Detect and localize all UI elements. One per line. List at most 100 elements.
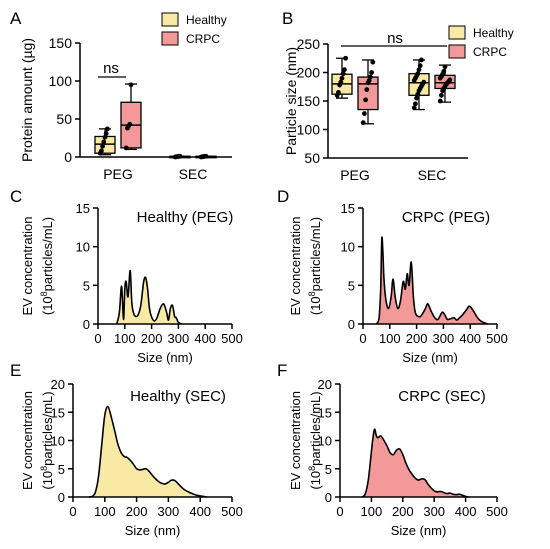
x-axis-label: Size (nm) [137,350,193,365]
y-label-exponent: 8 [39,466,49,471]
panel-title: CRPC (SEC) [398,388,486,405]
panel-A-letter: A [10,9,22,28]
x-tick-label: 0 [359,331,366,346]
y-tick-label: 10 [76,240,90,255]
panel-B-letter: B [282,9,293,28]
data-point [123,145,129,151]
y-tick-label: 15 [341,201,355,216]
x-tick-label: 0 [94,331,101,346]
panel-E: E 0 100 200 300 400 500 0 5 10 15 20 Size (nm) Health… [10,361,243,538]
panel-C: C 0 100 200 300 400 500 0 5 10 15 Size (nm) Healthy … [10,187,243,365]
data-point [100,143,105,149]
box-crpc-sec [434,64,456,104]
y-label-base: (10 [40,471,55,490]
distribution-area [376,237,488,324]
x-tick-label: 200 [141,331,163,346]
y-label-exponent: 8 [307,466,317,471]
y-label-unit: particles/mL) [40,217,55,291]
distribution-line [361,428,469,498]
y-tick-label: 15 [318,405,332,420]
x-tick-label: 100 [361,504,383,519]
data-point [421,79,427,85]
significance-label: ns [387,30,403,47]
x-tick-label: PEG [103,166,133,182]
x-tick-label: 500 [221,331,243,346]
x-tick-label: SEC [179,166,208,182]
y-tick-label: 15 [76,201,90,216]
legend-label-healthy: Healthy [186,13,227,27]
box-healthy-sec [169,153,191,160]
data-point [343,55,348,61]
x-tick-label: 400 [455,504,477,519]
y-tick-label: 0 [325,490,332,505]
data-point [127,121,133,127]
data-point [414,95,419,101]
y-tick-label: 15 [51,405,65,420]
panel-D: D 0 100 200 300 400 500 0 5 10 15 Size (nm) CRPC (PE… [277,187,508,365]
legend-label-healthy: Healthy [473,26,514,40]
y-axis-label-line1: EV concentration [20,216,35,315]
x-tick-label: SEC [418,167,447,183]
y-tick-label: 150 [297,93,321,109]
data-point [437,98,443,104]
y-label-unit: particles/mL) [308,217,323,291]
legend-swatch-crpc [448,44,466,59]
data-point [105,126,110,132]
box-crpc-peg [357,59,379,126]
legend-swatch-crpc [161,31,179,46]
y-label-unit: particles/mL) [308,391,323,465]
y-axis-label: Protein amount (µg) [19,38,35,162]
data-point [360,120,366,126]
box-healthy-peg [94,126,116,156]
x-tick-label: PEG [340,167,370,183]
panel-F: F 0 100 200 300 400 500 0 5 10 15 20 Size (nm) CRPC (… [277,361,508,538]
distribution-area [116,270,182,324]
data-point [128,82,134,88]
data-point [336,90,341,95]
x-tick-label: 100 [94,504,116,519]
x-tick-label: 500 [221,504,243,519]
y-axis-label-line2: (108particles/mL) [39,391,55,489]
data-point [339,75,345,81]
data-point [102,134,108,140]
significance-label: ns [103,60,119,77]
data-point [342,67,347,73]
y-tick-label: 20 [318,377,332,392]
panel-A: A 0 50 100 150 PEG SEC Protein amount (µg) ns Hea… [10,9,232,182]
x-tick-label: 200 [392,504,414,519]
y-tick-label: 100 [49,73,73,89]
y-tick-label: 10 [51,434,65,449]
y-tick-label: 50 [304,150,320,166]
distribution-area [88,406,207,497]
x-tick-label: 500 [486,331,508,346]
y-label-exponent: 8 [307,291,317,296]
y-axis-label-line1: EV concentration [20,391,35,490]
x-tick-label: 100 [379,331,401,346]
x-tick-label: 300 [168,331,190,346]
data-point [447,77,453,83]
data-point [411,105,417,111]
panel-D-letter: D [277,187,289,206]
box-healthy-peg [331,55,353,99]
x-tick-label: 100 [114,331,136,346]
x-tick-label: 400 [459,331,481,346]
data-point [368,74,373,80]
x-tick-label: 300 [158,504,180,519]
data-point [416,67,422,73]
y-axis-label-line2: (108particles/mL) [307,391,323,489]
y-tick-label: 5 [83,278,90,293]
box-crpc-peg [120,82,142,151]
y-label-base: (10 [308,296,323,315]
data-point [362,111,367,116]
panel-C-letter: C [10,187,22,206]
distribution-line [115,269,182,325]
data-point [103,131,109,136]
y-tick-label: 0 [83,317,90,332]
distribution-line [375,236,488,325]
data-point [442,64,448,70]
x-tick-label: 400 [194,331,216,346]
y-tick-label: 0 [348,317,355,332]
data-point [370,59,376,65]
data-point [99,148,104,154]
